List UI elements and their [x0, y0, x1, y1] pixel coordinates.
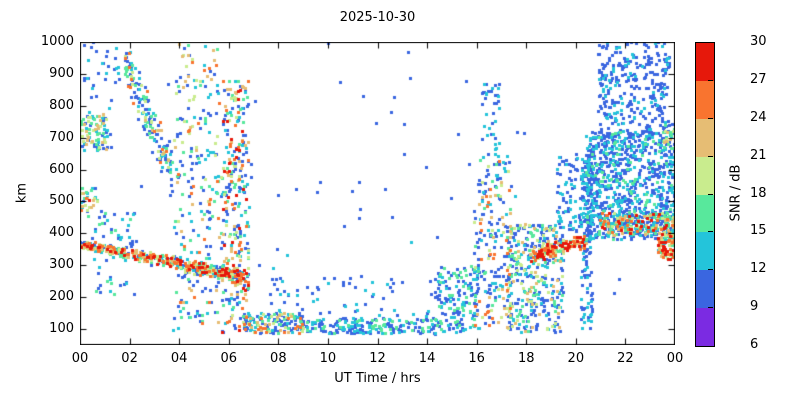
x-tick-label: 12 — [369, 351, 386, 366]
colorbar-tick-label: 15 — [750, 223, 767, 239]
y-tick-label: 800 — [49, 97, 74, 113]
colorbar-band — [696, 232, 714, 271]
colorbar-tick-label: 24 — [750, 109, 767, 125]
x-tick-label: 10 — [319, 351, 337, 366]
colorbar-band — [696, 156, 714, 195]
x-tick-label: 16 — [468, 351, 485, 366]
y-tick-label: 1000 — [40, 34, 74, 49]
colorbar-label: SNR / dB — [728, 164, 744, 222]
x-axis-label: UT Time / hrs — [334, 371, 421, 386]
colorbar-tick-mark — [708, 156, 713, 157]
y-tick-label: 100 — [49, 321, 74, 337]
y-tick-label: 400 — [49, 225, 74, 241]
x-tick-label: 22 — [617, 351, 634, 366]
colorbar-tick-label: 9 — [750, 299, 759, 315]
colorbar-band — [696, 270, 714, 309]
colorbar-band — [696, 308, 714, 346]
x-tick-label: 18 — [517, 351, 535, 366]
colorbar-tick-label: 18 — [750, 185, 767, 201]
x-tick-label: 20 — [567, 351, 585, 366]
colorbar-tick-mark — [708, 194, 713, 195]
colorbar-band — [696, 118, 714, 157]
y-axis-label: km — [14, 182, 30, 204]
colorbar-band — [696, 43, 714, 81]
colorbar-tick-label: 12 — [750, 261, 767, 277]
colorbar-tick-mark — [708, 80, 713, 81]
colorbar-tick-mark — [708, 269, 713, 270]
colorbar-band — [696, 80, 714, 119]
x-tick-label: 02 — [121, 351, 138, 366]
colorbar — [695, 42, 715, 347]
y-tick-label: 900 — [49, 65, 74, 81]
colorbar-tick-label: 30 — [750, 34, 767, 49]
x-tick-label: 08 — [270, 351, 287, 366]
colorbar-tick-mark — [708, 118, 713, 119]
colorbar-tick-label: 27 — [750, 71, 767, 87]
chart-title: 2025-10-30 — [339, 10, 416, 25]
y-tick-label: 300 — [49, 257, 74, 273]
colorbar-tick-mark — [708, 231, 713, 232]
scatter-plot-canvas — [80, 42, 675, 345]
x-tick-label: 04 — [170, 351, 188, 366]
y-tick-label: 500 — [49, 193, 74, 209]
colorbar-band — [696, 194, 714, 233]
y-tick-label: 600 — [49, 161, 74, 177]
y-tick-label: 700 — [49, 129, 74, 145]
x-tick-label: 00 — [666, 351, 684, 366]
x-tick-label: 00 — [71, 351, 89, 366]
y-tick-label: 200 — [49, 289, 74, 305]
colorbar-tick-label: 21 — [750, 147, 767, 163]
colorbar-tick-label: 6 — [750, 337, 759, 352]
x-tick-label: 14 — [418, 351, 436, 366]
colorbar-tick-mark — [708, 307, 713, 308]
x-tick-label: 06 — [220, 351, 238, 366]
